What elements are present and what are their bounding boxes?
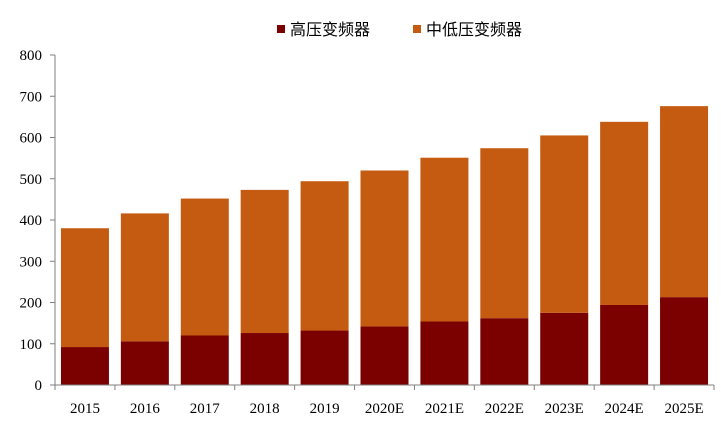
bar-high-voltage-2018 (240, 333, 289, 385)
x-tick-label: 2024E (605, 401, 644, 417)
x-tick-label: 2022E (485, 401, 524, 417)
bar-mid-low-voltage-2023E (540, 135, 589, 313)
axes: 0 100 200 300 400 500 600 700 800 2015 2016 2017 201… (20, 48, 715, 417)
y-tick-label: 0 (35, 378, 43, 394)
bar-high-voltage-2024E (600, 304, 649, 385)
bar-mid-low-voltage-2019 (300, 181, 349, 331)
x-tick-label: 2023E (545, 401, 584, 417)
bar-mid-low-voltage-2020E (360, 170, 409, 327)
bar-mid-low-voltage-2018 (240, 189, 289, 334)
bar-high-voltage-2021E (420, 321, 469, 385)
y-tick-label: 500 (20, 172, 43, 188)
x-tick-label: 2018 (250, 401, 280, 417)
bar-high-voltage-2019 (300, 330, 349, 385)
bar-high-voltage-2017 (180, 335, 229, 385)
bar-mid-low-voltage-2022E (480, 148, 529, 319)
y-tick-label: 400 (20, 213, 43, 229)
bar-mid-low-voltage-2017 (180, 198, 229, 336)
x-tick-label: 2017 (190, 401, 221, 417)
y-tick-label: 300 (20, 254, 43, 270)
bar-high-voltage-2022E (480, 318, 529, 385)
x-tick-label: 2015 (70, 401, 100, 417)
legend-swatch (413, 25, 421, 33)
legend: 高压变频器 中低压变频器 (277, 20, 522, 39)
legend-label: 中低压变频器 (426, 20, 522, 39)
legend-swatch (277, 25, 285, 33)
y-tick-label: 800 (20, 48, 43, 64)
y-tick-label: 200 (20, 296, 43, 312)
bar-mid-low-voltage-2025E (660, 106, 709, 298)
bar-mid-low-voltage-2016 (120, 213, 169, 342)
x-tick-label: 2021E (425, 401, 464, 417)
x-tick-label: 2020E (365, 401, 404, 417)
x-tick-label: 2025E (664, 401, 703, 417)
y-tick-label: 600 (20, 131, 43, 147)
bar-high-voltage-2020E (360, 326, 409, 385)
bar-high-voltage-2025E (660, 297, 709, 385)
bar-mid-low-voltage-2024E (600, 121, 649, 305)
legend-label: 高压变频器 (290, 20, 370, 39)
bars (60, 106, 709, 385)
bar-mid-low-voltage-2015 (60, 228, 109, 348)
y-tick-label: 700 (20, 89, 43, 105)
y-tick-label: 100 (20, 337, 43, 353)
bar-high-voltage-2015 (60, 347, 109, 385)
bar-mid-low-voltage-2021E (420, 157, 469, 322)
bar-high-voltage-2016 (120, 341, 169, 385)
x-tick-label: 2019 (310, 401, 340, 417)
bar-high-voltage-2023E (540, 312, 589, 385)
x-tick-label: 2016 (130, 401, 161, 417)
